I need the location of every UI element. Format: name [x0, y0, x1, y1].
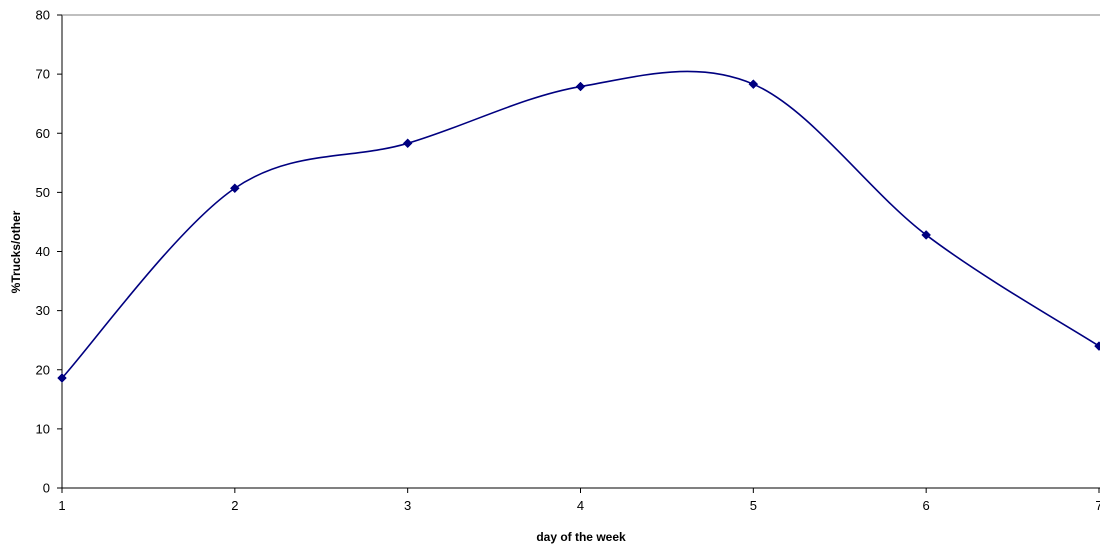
y-tick-label: 30	[36, 303, 50, 318]
y-tick-label: 20	[36, 362, 50, 377]
x-tick-label: 6	[923, 498, 930, 513]
y-tick-label: 80	[36, 8, 50, 23]
x-tick-label: 7	[1095, 498, 1100, 513]
data-point-marker	[57, 373, 67, 383]
y-tick-label: 50	[36, 185, 50, 200]
series-layer	[57, 70, 1100, 383]
x-tick-label: 3	[404, 498, 411, 513]
y-tick-label: 70	[36, 67, 50, 82]
data-point-marker	[1094, 341, 1100, 351]
data-point-marker	[229, 183, 240, 194]
data-point-marker	[748, 79, 759, 90]
y-tick-label: 0	[43, 481, 50, 496]
series-line	[61, 70, 1100, 379]
data-point-marker	[921, 230, 932, 240]
y-tick-label: 40	[36, 244, 50, 259]
data-point-marker	[402, 138, 413, 149]
x-tick-label: 2	[231, 498, 238, 513]
x-tick-label: 1	[58, 498, 65, 513]
y-tick-label: 10	[36, 421, 50, 436]
y-axis-title: %Trucks/other	[9, 210, 23, 293]
x-tick-label: 5	[750, 498, 757, 513]
y-axis-ticks: 0 10 20 30 40 50 60 70 80	[36, 8, 62, 496]
x-tick-label: 4	[577, 498, 584, 513]
x-axis-title: day of the week	[536, 530, 626, 544]
x-axis-ticks: 1 2 3 4 5 6 7	[58, 488, 1100, 513]
y-tick-label: 60	[36, 126, 50, 141]
data-point-marker	[575, 81, 586, 92]
